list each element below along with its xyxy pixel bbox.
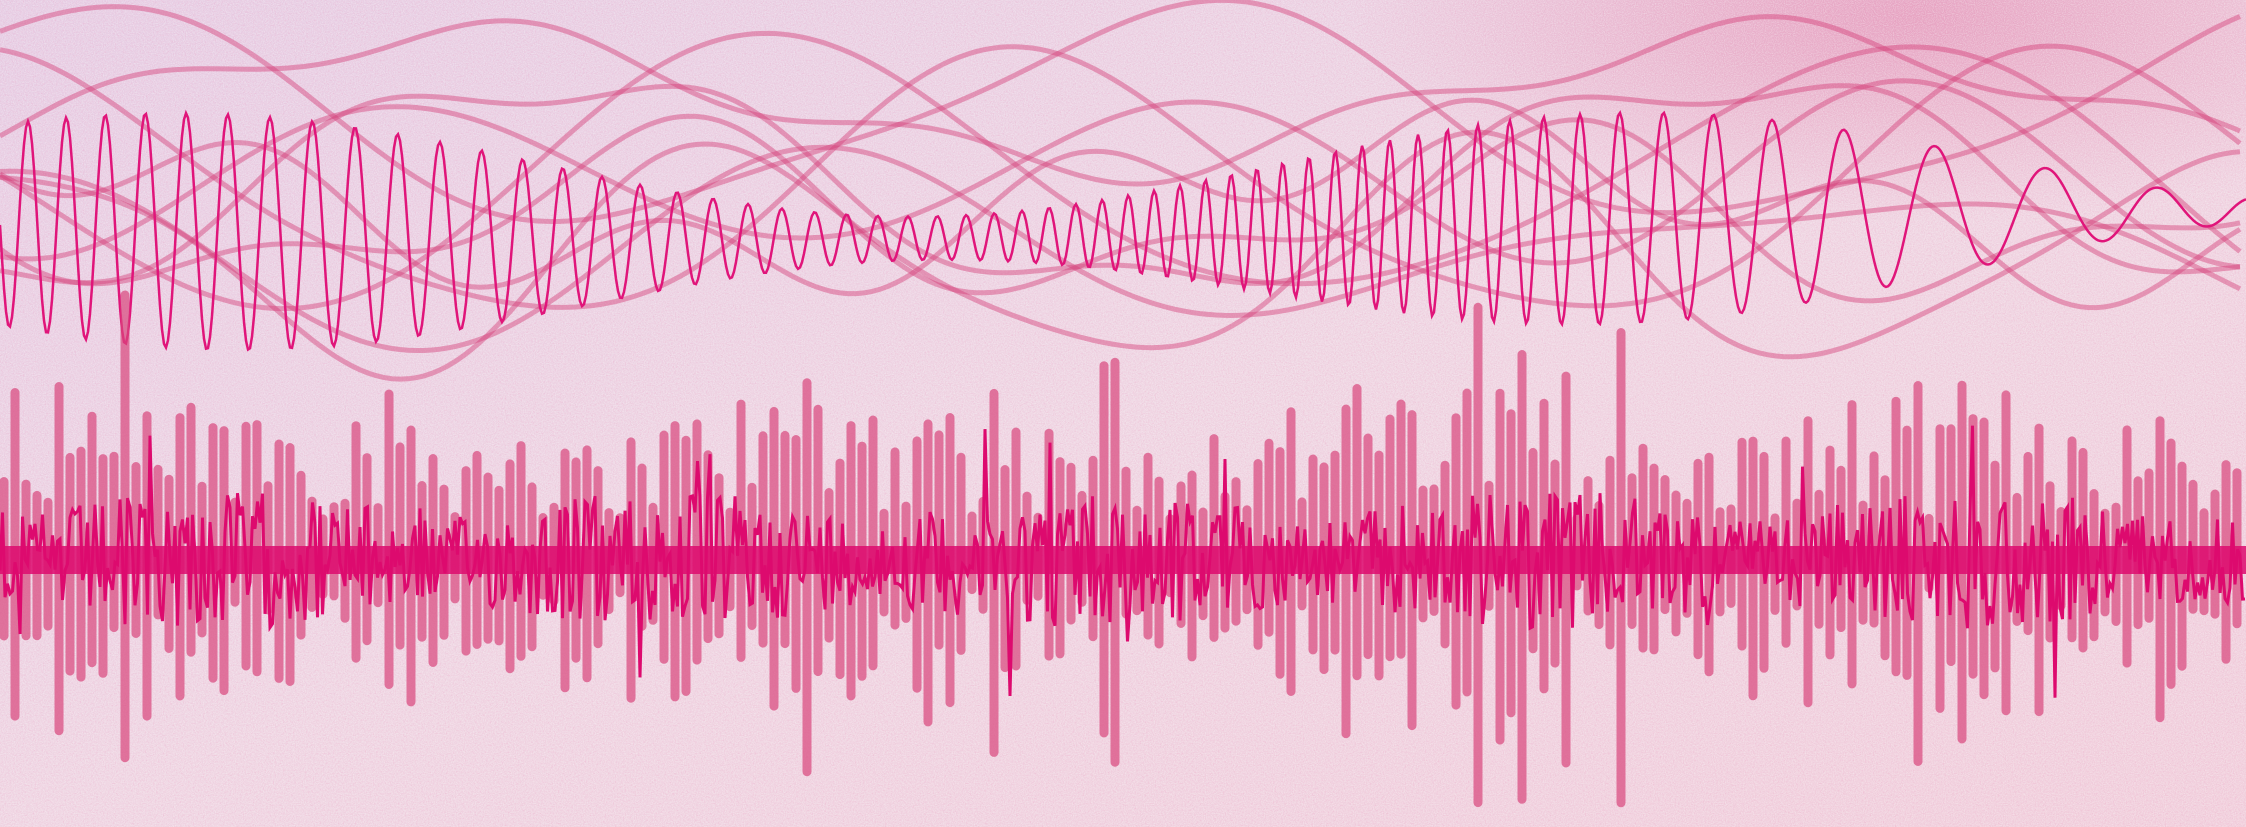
soft-curve xyxy=(0,129,2241,382)
soft-curve xyxy=(0,78,2241,270)
soft-curve xyxy=(0,43,2242,310)
soft-curve xyxy=(0,30,2242,312)
sine-wave xyxy=(0,109,2246,352)
soft-curve xyxy=(0,0,2242,225)
center-band xyxy=(0,546,2246,574)
waves xyxy=(0,0,2246,808)
soft-curve xyxy=(0,97,2242,311)
soft-curve xyxy=(0,14,2241,187)
soft-curve xyxy=(0,83,2241,286)
soft-curve xyxy=(0,144,2242,353)
